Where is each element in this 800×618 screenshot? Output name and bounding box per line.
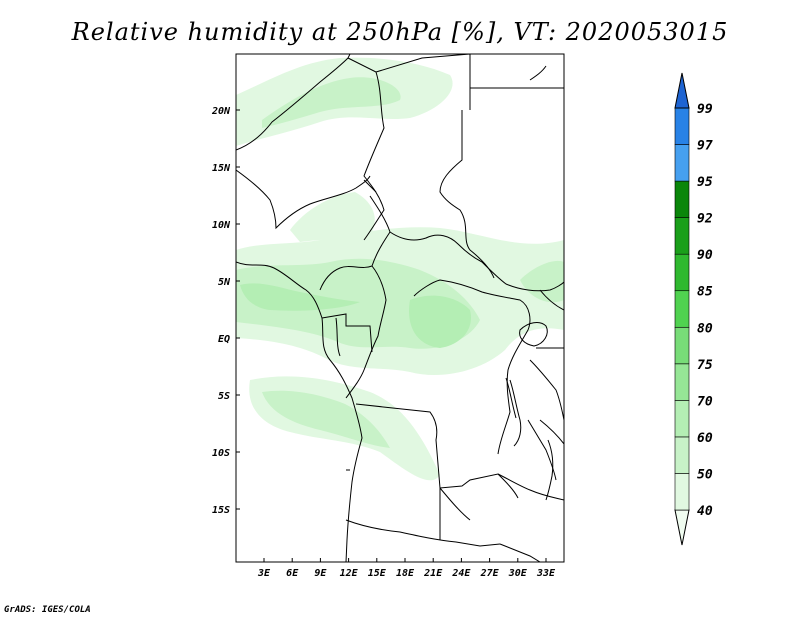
colorbar-segment [674,363,690,401]
colorbar-bottom-triangle [674,509,690,546]
border-gabon [321,313,373,357]
lake-malawi [545,439,554,501]
humid-region-west [290,192,375,242]
border-central-1 [389,231,564,292]
lon-tick-label: 27E [480,568,500,579]
lon-tick-label: 24E [451,568,471,579]
credit-text: GrADS: IGES/COLA [4,605,91,615]
lat-tick-label: 10N [212,220,231,231]
lon-tick-label: 18E [396,568,415,579]
lat-tick-label: 5S [218,391,230,402]
colorbar-label: 99 [697,102,713,117]
colorbar-label: 97 [697,139,713,154]
lon-tick-label: 21E [423,568,443,579]
lon-tick-label: 6E [286,568,299,579]
colorbar-label: 70 [697,394,713,409]
border-north-1 [236,54,351,151]
lon-tick-label: 3E [257,568,271,579]
longitude-axis: 3E 6E 9E 12E 15E 18E 21E 24E 27E 30E 33E [257,558,556,579]
colorbar-segment [674,217,690,255]
colorbar-label: 75 [697,358,713,373]
coastline-west [236,261,363,562]
border-north-2 [347,57,385,241]
colorbar-label: 92 [697,212,713,227]
lon-tick-label: 15E [368,568,387,579]
colorbar-segment [674,144,690,182]
colorbar-top-triangle [674,72,690,109]
humid-region-east [520,260,564,303]
border-sahel-1 [236,169,371,230]
lon-tick-label: 12E [340,568,359,579]
lon-tick-label: 33E [536,568,556,579]
colorbar-label: 90 [697,248,713,263]
colorbar-segment [674,290,690,328]
latitude-axis: 20N 15N 10N 5N EQ 5S 10S 15S [211,106,240,516]
colorbar-label: 85 [697,285,713,300]
lake-victoria [519,322,548,347]
colorbar-label: 50 [697,467,713,482]
colorbar-segment [674,400,690,438]
colorbar-segment [674,253,690,292]
humid-region-congo [409,295,471,348]
map-title: Relative humidity at 250hPa [%], VT: 202… [71,18,729,46]
border-south-2 [439,473,564,540]
lat-tick-label: 5N [218,277,231,288]
colorbar-label: 95 [697,175,713,190]
colorbar-segment [674,180,690,218]
border-north-3 [375,54,564,279]
colorbar: 40 50 60 70 75 80 85 90 92 95 97 99 [674,72,713,546]
humid-region-equator-core [240,283,360,311]
lat-tick-label: 20N [211,106,231,117]
colorbar-label: 40 [697,504,713,519]
lat-tick-label: 15S [212,505,230,516]
border-lower [439,487,541,562]
border-central-2 [345,265,387,399]
border-south-1 [345,469,501,547]
humidity-shading [236,57,564,481]
colorbar-segment [674,473,690,511]
lat-tick-label: EQ [218,334,230,345]
border-angola [355,403,519,499]
lon-tick-label: 9E [314,568,327,579]
country-borders [236,54,564,562]
colorbar-segment [674,436,690,474]
colorbar-segment [674,326,690,365]
border-east-2 [527,419,564,481]
humid-region-north-inner [262,77,401,128]
border-congo-east [413,279,531,455]
colorbar-label: 60 [697,431,713,446]
islands-ne [363,65,547,193]
colorbar-label: 80 [697,321,713,336]
lat-tick-label: 15N [212,163,231,174]
lat-tick-label: 10S [212,448,230,459]
border-east-1 [529,289,564,421]
lon-tick-label: 30E [508,568,528,579]
map-frame [235,53,565,563]
lake-tanganyika [505,377,522,447]
humid-region-south-inner [262,390,390,448]
colorbar-segment [674,107,690,145]
